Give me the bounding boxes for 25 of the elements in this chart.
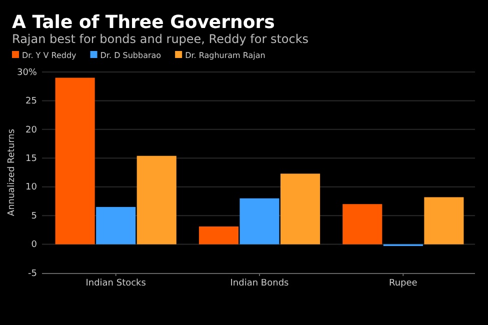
- bar: [55, 78, 95, 244]
- legend-label: Dr. Y V Reddy: [22, 51, 77, 60]
- x-tick-label: Rupee: [388, 278, 418, 288]
- bar: [136, 156, 176, 244]
- bar: [342, 204, 382, 244]
- y-tick-label: 15: [26, 154, 37, 164]
- bar: [280, 174, 320, 244]
- y-tick-label: 30%: [16, 68, 38, 78]
- legend-label: Dr. D Subbarao: [100, 51, 162, 60]
- x-tick-label: Indian Bonds: [230, 278, 290, 288]
- x-tick-label: Indian Stocks: [86, 278, 146, 288]
- y-tick-label: 10: [26, 182, 38, 193]
- y-tick-label: 25: [26, 96, 37, 107]
- bar: [96, 206, 136, 244]
- y-tick-label: -5: [28, 268, 37, 279]
- y-tick-label: 20: [26, 125, 38, 136]
- bar: [198, 226, 238, 244]
- y-tick-label: 5: [31, 211, 37, 222]
- y-tick-label: 0: [31, 240, 38, 250]
- bar: [240, 198, 280, 244]
- legend-label: Dr. Raghuram Rajan: [185, 51, 266, 60]
- y-axis-title: Annualized Returns: [7, 128, 17, 216]
- chart-subtitle: Rajan best for bonds and rupee, Reddy for stocks: [12, 32, 309, 46]
- chart-title: A Tale of Three Governors: [12, 12, 275, 33]
- bar: [424, 197, 464, 244]
